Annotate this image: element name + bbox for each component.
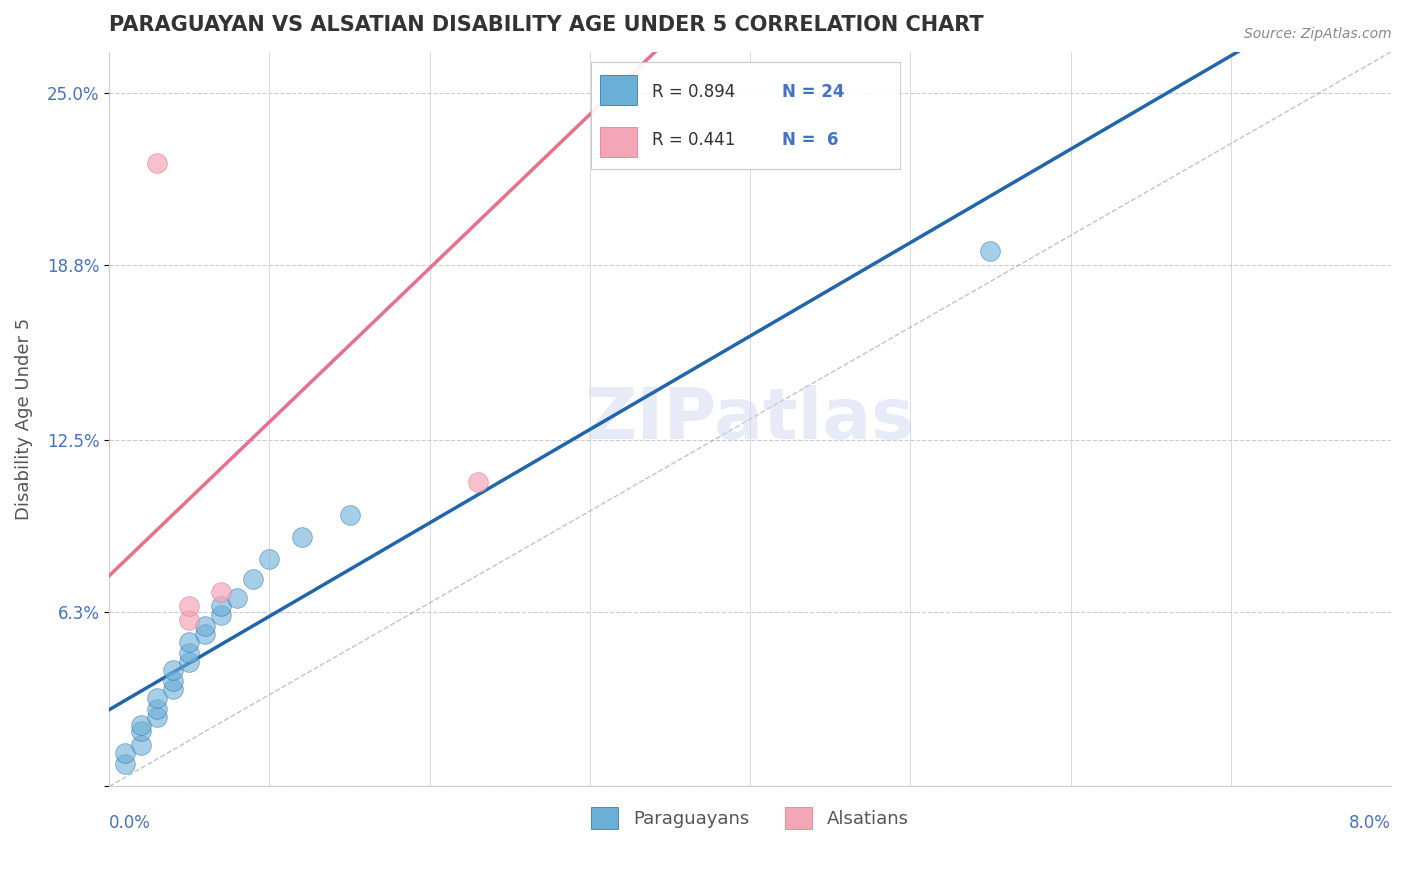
Point bbox=[129, 724, 152, 739]
Point bbox=[290, 530, 312, 544]
Point bbox=[114, 746, 136, 760]
Point bbox=[209, 585, 232, 599]
Point bbox=[146, 155, 169, 169]
Point bbox=[162, 682, 184, 697]
Text: Source: ZipAtlas.com: Source: ZipAtlas.com bbox=[1244, 27, 1392, 41]
Point bbox=[146, 702, 169, 716]
Text: 0.0%: 0.0% bbox=[110, 814, 150, 832]
Point bbox=[259, 552, 281, 566]
Text: N =  6: N = 6 bbox=[782, 130, 839, 148]
Text: R = 0.894: R = 0.894 bbox=[652, 84, 735, 102]
Point bbox=[209, 599, 232, 614]
Point bbox=[146, 690, 169, 705]
Point bbox=[179, 647, 201, 661]
Point bbox=[114, 757, 136, 772]
Point bbox=[194, 627, 217, 641]
Text: ZIPatlas: ZIPatlas bbox=[585, 384, 915, 454]
Text: PARAGUAYAN VS ALSATIAN DISABILITY AGE UNDER 5 CORRELATION CHART: PARAGUAYAN VS ALSATIAN DISABILITY AGE UN… bbox=[110, 15, 984, 35]
Point bbox=[339, 508, 361, 522]
Point bbox=[179, 655, 201, 669]
Point bbox=[179, 635, 201, 649]
Point bbox=[194, 618, 217, 632]
Point bbox=[129, 718, 152, 732]
Point bbox=[179, 613, 201, 627]
Point bbox=[162, 674, 184, 689]
Point bbox=[162, 663, 184, 677]
Legend: Paraguayans, Alsatians: Paraguayans, Alsatians bbox=[583, 800, 917, 836]
Y-axis label: Disability Age Under 5: Disability Age Under 5 bbox=[15, 318, 32, 520]
Point bbox=[129, 738, 152, 752]
Point bbox=[146, 710, 169, 724]
Point bbox=[226, 591, 249, 605]
Point bbox=[209, 607, 232, 622]
Text: 8.0%: 8.0% bbox=[1350, 814, 1391, 832]
Point bbox=[979, 244, 1001, 259]
Point bbox=[467, 475, 489, 489]
FancyBboxPatch shape bbox=[600, 75, 637, 105]
Point bbox=[179, 599, 201, 614]
FancyBboxPatch shape bbox=[600, 127, 637, 157]
Text: N = 24: N = 24 bbox=[782, 84, 845, 102]
Text: R = 0.441: R = 0.441 bbox=[652, 130, 735, 148]
Point bbox=[242, 572, 264, 586]
